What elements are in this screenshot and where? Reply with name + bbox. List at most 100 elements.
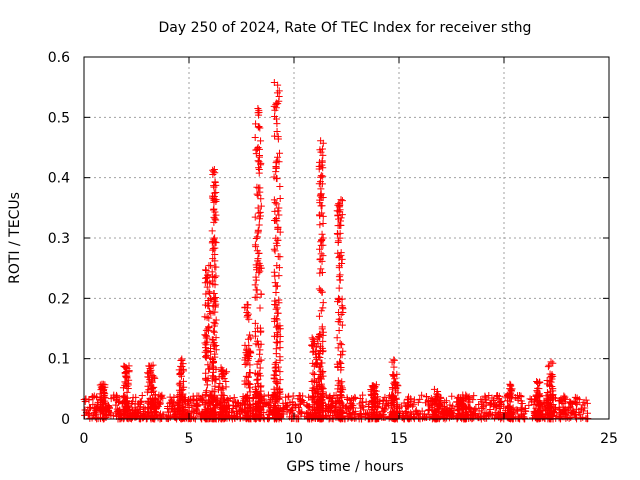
data-point — [110, 393, 118, 401]
data-point — [412, 406, 420, 414]
data-point — [253, 286, 261, 294]
data-point — [276, 322, 284, 330]
data-point — [212, 346, 220, 354]
data-point — [316, 346, 324, 354]
data-point — [184, 399, 192, 407]
data-point — [217, 364, 225, 372]
y-tick-label: 0.1 — [48, 352, 70, 368]
data-point — [251, 133, 259, 141]
data-point — [315, 312, 323, 320]
data-point — [311, 387, 319, 395]
data-point — [218, 383, 226, 391]
data-point — [571, 411, 579, 419]
data-point — [276, 376, 284, 384]
data-point — [544, 363, 552, 371]
data-point — [246, 402, 254, 410]
data-point — [210, 328, 218, 336]
data-point — [210, 196, 218, 204]
data-point — [468, 408, 476, 416]
data-point — [279, 399, 287, 407]
data-point — [481, 393, 489, 401]
data-point — [337, 251, 345, 259]
data-point — [241, 361, 249, 369]
data-point — [457, 398, 465, 406]
data-point — [157, 392, 165, 400]
data-point — [223, 406, 231, 414]
data-point — [549, 400, 557, 408]
data-point — [488, 394, 496, 402]
data-point — [203, 332, 211, 340]
data-point — [338, 302, 346, 310]
data-point — [564, 408, 572, 416]
data-point — [257, 383, 265, 391]
data-point — [336, 396, 344, 404]
data-point — [209, 308, 217, 316]
data-point — [271, 297, 279, 305]
data-point — [308, 342, 316, 350]
data-point — [210, 295, 218, 303]
data-point — [124, 412, 132, 420]
data-point — [202, 353, 210, 361]
data-point — [275, 325, 283, 333]
data-point — [276, 149, 284, 157]
data-point — [282, 393, 290, 401]
data-point — [100, 388, 108, 396]
data-point — [482, 401, 490, 409]
data-point — [273, 128, 281, 136]
data-point — [243, 313, 251, 321]
data-point — [244, 373, 252, 381]
data-point — [405, 393, 413, 401]
data-point — [255, 158, 263, 166]
data-point — [381, 393, 389, 401]
data-point — [158, 391, 166, 399]
data-point — [357, 404, 365, 412]
data-point — [212, 293, 220, 301]
data-point — [151, 395, 159, 403]
data-point — [335, 404, 343, 412]
data-point — [336, 234, 344, 242]
data-point — [255, 165, 263, 173]
data-point — [534, 398, 542, 406]
data-point — [308, 377, 316, 385]
data-point — [547, 372, 555, 380]
data-point — [416, 395, 424, 403]
data-point — [316, 354, 324, 362]
data-point — [202, 376, 210, 384]
data-point — [312, 350, 320, 358]
data-point — [235, 400, 243, 408]
data-point — [506, 410, 514, 418]
data-point — [470, 392, 478, 400]
data-point — [202, 267, 210, 275]
data-point — [560, 394, 568, 402]
data-point — [573, 394, 581, 402]
data-point — [176, 410, 184, 418]
data-point — [317, 148, 325, 156]
data-point — [276, 356, 284, 364]
data-point — [284, 401, 292, 409]
data-point — [209, 277, 217, 285]
data-point — [316, 330, 324, 338]
data-point — [205, 314, 213, 322]
data-point — [148, 384, 156, 392]
data-point — [229, 404, 237, 412]
data-point — [253, 247, 261, 255]
data-point — [429, 410, 437, 418]
data-point — [255, 122, 263, 130]
data-point — [256, 264, 264, 272]
data-point — [252, 403, 260, 411]
data-point — [336, 339, 344, 347]
data-point — [416, 410, 424, 418]
data-point — [211, 320, 219, 328]
data-point — [368, 399, 376, 407]
data-point — [432, 414, 440, 422]
data-point — [274, 363, 282, 371]
data-point — [210, 318, 218, 326]
data-points — [80, 78, 592, 423]
data-point — [212, 365, 220, 373]
data-point — [201, 331, 209, 339]
data-point — [380, 404, 388, 412]
data-point — [274, 236, 282, 244]
data-point — [176, 371, 184, 379]
data-point — [217, 386, 225, 394]
data-point — [255, 369, 263, 377]
